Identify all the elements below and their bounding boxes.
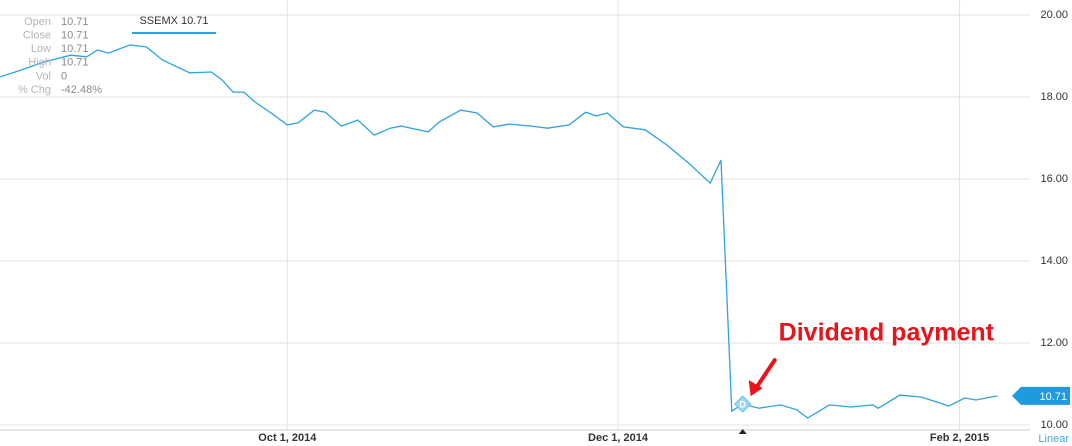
- scale-label[interactable]: Linear: [1038, 433, 1069, 445]
- quote-label: Low: [31, 43, 51, 55]
- y-tick-label: 12.00: [1040, 337, 1068, 349]
- quote-label: Vol: [36, 70, 51, 82]
- quote-label: High: [28, 57, 51, 69]
- y-tick-label: 10.00: [1040, 419, 1068, 431]
- legend: SSEMX 10.71: [139, 15, 208, 27]
- annotation-arrowhead: [748, 380, 763, 397]
- legend-name: SSEMX: [139, 15, 178, 27]
- event-tick: [738, 429, 747, 434]
- y-tick-label: 16.00: [1040, 173, 1068, 185]
- price-line: [0, 44, 998, 419]
- grid: [0, 0, 1030, 431]
- quote-value: 10.71: [61, 30, 89, 42]
- quote-value: 0: [61, 70, 67, 82]
- quote-label: Close: [23, 30, 51, 42]
- dividend-marker[interactable]: [733, 395, 752, 413]
- x-tick-label: Dec 1, 2014: [588, 432, 649, 444]
- dividend-marker-label: D: [739, 399, 746, 409]
- quote-label: % Chg: [18, 84, 51, 96]
- quote-value: -42.48%: [61, 84, 102, 96]
- x-tick-label: Oct 1, 2014: [258, 432, 317, 444]
- y-tick-label: 20.00: [1040, 9, 1068, 21]
- legend-value: 10.71: [181, 15, 209, 27]
- annotation-text: Dividend payment: [779, 319, 995, 347]
- last-price-tag: [1012, 386, 1070, 405]
- quote-label: Open: [24, 16, 51, 28]
- plot: [0, 44, 998, 419]
- y-tick-label: 18.00: [1040, 91, 1068, 103]
- y-tick-label: 14.00: [1040, 255, 1068, 267]
- quote-value: 10.71: [61, 57, 89, 69]
- quote-value: 10.71: [61, 43, 89, 55]
- quote-value: 10.71: [61, 16, 89, 28]
- x-tick-label: Feb 2, 2015: [930, 432, 989, 444]
- last-price-label: 10.71: [1039, 391, 1067, 403]
- annotation-arrow: [752, 358, 777, 393]
